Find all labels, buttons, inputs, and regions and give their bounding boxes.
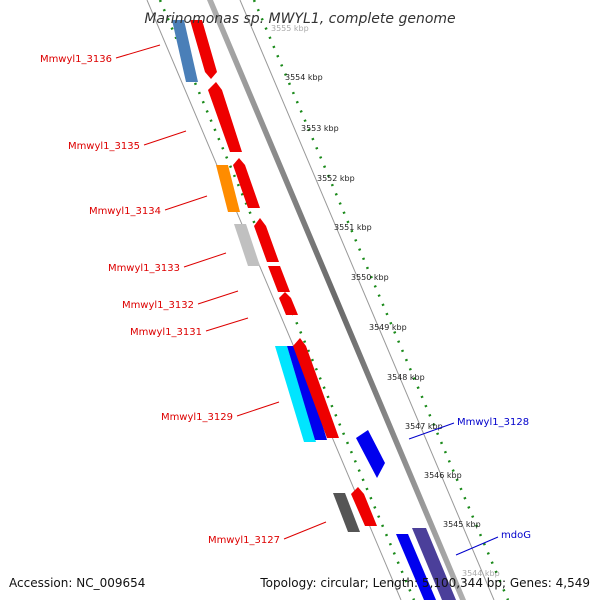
leader-line bbox=[164, 195, 208, 211]
kbp-label: 3548 kbp bbox=[387, 373, 425, 382]
left-gene-labels: Mmwyl1_3136 Mmwyl1_3135 Mmwyl1_3134 Mmwy… bbox=[40, 44, 327, 546]
gene-blue-3129[interactable] bbox=[287, 346, 327, 440]
gene-features bbox=[172, 20, 456, 600]
kbp-label: 3549 kbp bbox=[369, 323, 407, 332]
leader-line bbox=[408, 422, 455, 440]
gene-label-3136[interactable]: Mmwyl1_3136 bbox=[40, 54, 112, 65]
gene-label-3128[interactable]: Mmwyl1_3128 bbox=[457, 417, 529, 428]
gene-gray-3133[interactable] bbox=[234, 224, 260, 266]
leader-line bbox=[143, 130, 187, 146]
gene-red-3133[interactable] bbox=[254, 218, 279, 262]
kbp-label: 3555 kbp bbox=[271, 24, 309, 33]
right-gene-labels: Mmwyl1_3128 mdoG bbox=[408, 417, 531, 556]
gene-blue-3128[interactable] bbox=[356, 430, 385, 478]
gene-label-3133[interactable]: Mmwyl1_3133 bbox=[108, 263, 180, 274]
gene-label-3131[interactable]: Mmwyl1_3131 bbox=[130, 327, 202, 338]
outer-tick-row bbox=[252, 0, 510, 600]
kbp-label: 3546 kbp bbox=[424, 471, 462, 480]
kbp-label: 3550 kbp bbox=[351, 273, 389, 282]
gene-red-3127[interactable] bbox=[351, 487, 377, 526]
kbp-label: 3554 kbp bbox=[285, 73, 323, 82]
accession-text: Accession: NC_009654 bbox=[9, 576, 145, 590]
gene-darkgray-3127[interactable] bbox=[333, 493, 360, 532]
outer-guide-line bbox=[239, 0, 495, 600]
kbp-label: 3544 kbp bbox=[462, 569, 500, 578]
kbp-label: 3551 kbp bbox=[334, 223, 372, 232]
kbp-label: 3547 kbp bbox=[405, 422, 443, 431]
gene-cyan-3129[interactable] bbox=[275, 346, 316, 442]
gene-slate-mdoG[interactable] bbox=[412, 528, 456, 600]
kbp-label: 3545 kbp bbox=[443, 520, 481, 529]
gene-steel-3136[interactable] bbox=[172, 20, 198, 82]
gene-red-3129[interactable] bbox=[293, 338, 339, 438]
gene-label-mdoG[interactable]: mdoG bbox=[501, 530, 531, 541]
genome-summary-text: Topology: circular; Length: 5,100,344 bp… bbox=[259, 576, 590, 590]
map-title: Marinomonas sp. MWYL1, complete genome bbox=[144, 11, 455, 27]
gene-label-3135[interactable]: Mmwyl1_3135 bbox=[68, 141, 140, 152]
gene-red-3132[interactable] bbox=[268, 266, 290, 292]
gene-label-3129[interactable]: Mmwyl1_3129 bbox=[161, 412, 233, 423]
gene-label-3134[interactable]: Mmwyl1_3134 bbox=[89, 206, 161, 217]
leader-line bbox=[197, 290, 239, 305]
leader-line bbox=[205, 317, 249, 332]
kbp-label: 3553 kbp bbox=[301, 124, 339, 133]
gene-red-3136[interactable] bbox=[190, 20, 217, 79]
gene-red-3135[interactable] bbox=[208, 82, 242, 152]
kbp-tick-labels: 3555 kbp 3554 kbp 3553 kbp 3552 kbp 3551… bbox=[271, 24, 500, 578]
gene-red-3134[interactable] bbox=[233, 158, 260, 208]
gene-blue-mdoG[interactable] bbox=[396, 534, 436, 600]
gene-label-3127[interactable]: Mmwyl1_3127 bbox=[208, 535, 280, 546]
leader-line bbox=[455, 536, 499, 556]
gene-label-3132[interactable]: Mmwyl1_3132 bbox=[122, 300, 194, 311]
leader-line bbox=[236, 401, 280, 417]
gene-orange-3134[interactable] bbox=[216, 165, 240, 212]
genome-backbone bbox=[207, 0, 466, 600]
gene-red-3131[interactable] bbox=[279, 292, 298, 315]
leader-line bbox=[115, 44, 161, 59]
leader-line bbox=[183, 252, 227, 268]
kbp-label: 3552 kbp bbox=[317, 174, 355, 183]
leader-line bbox=[283, 521, 327, 540]
